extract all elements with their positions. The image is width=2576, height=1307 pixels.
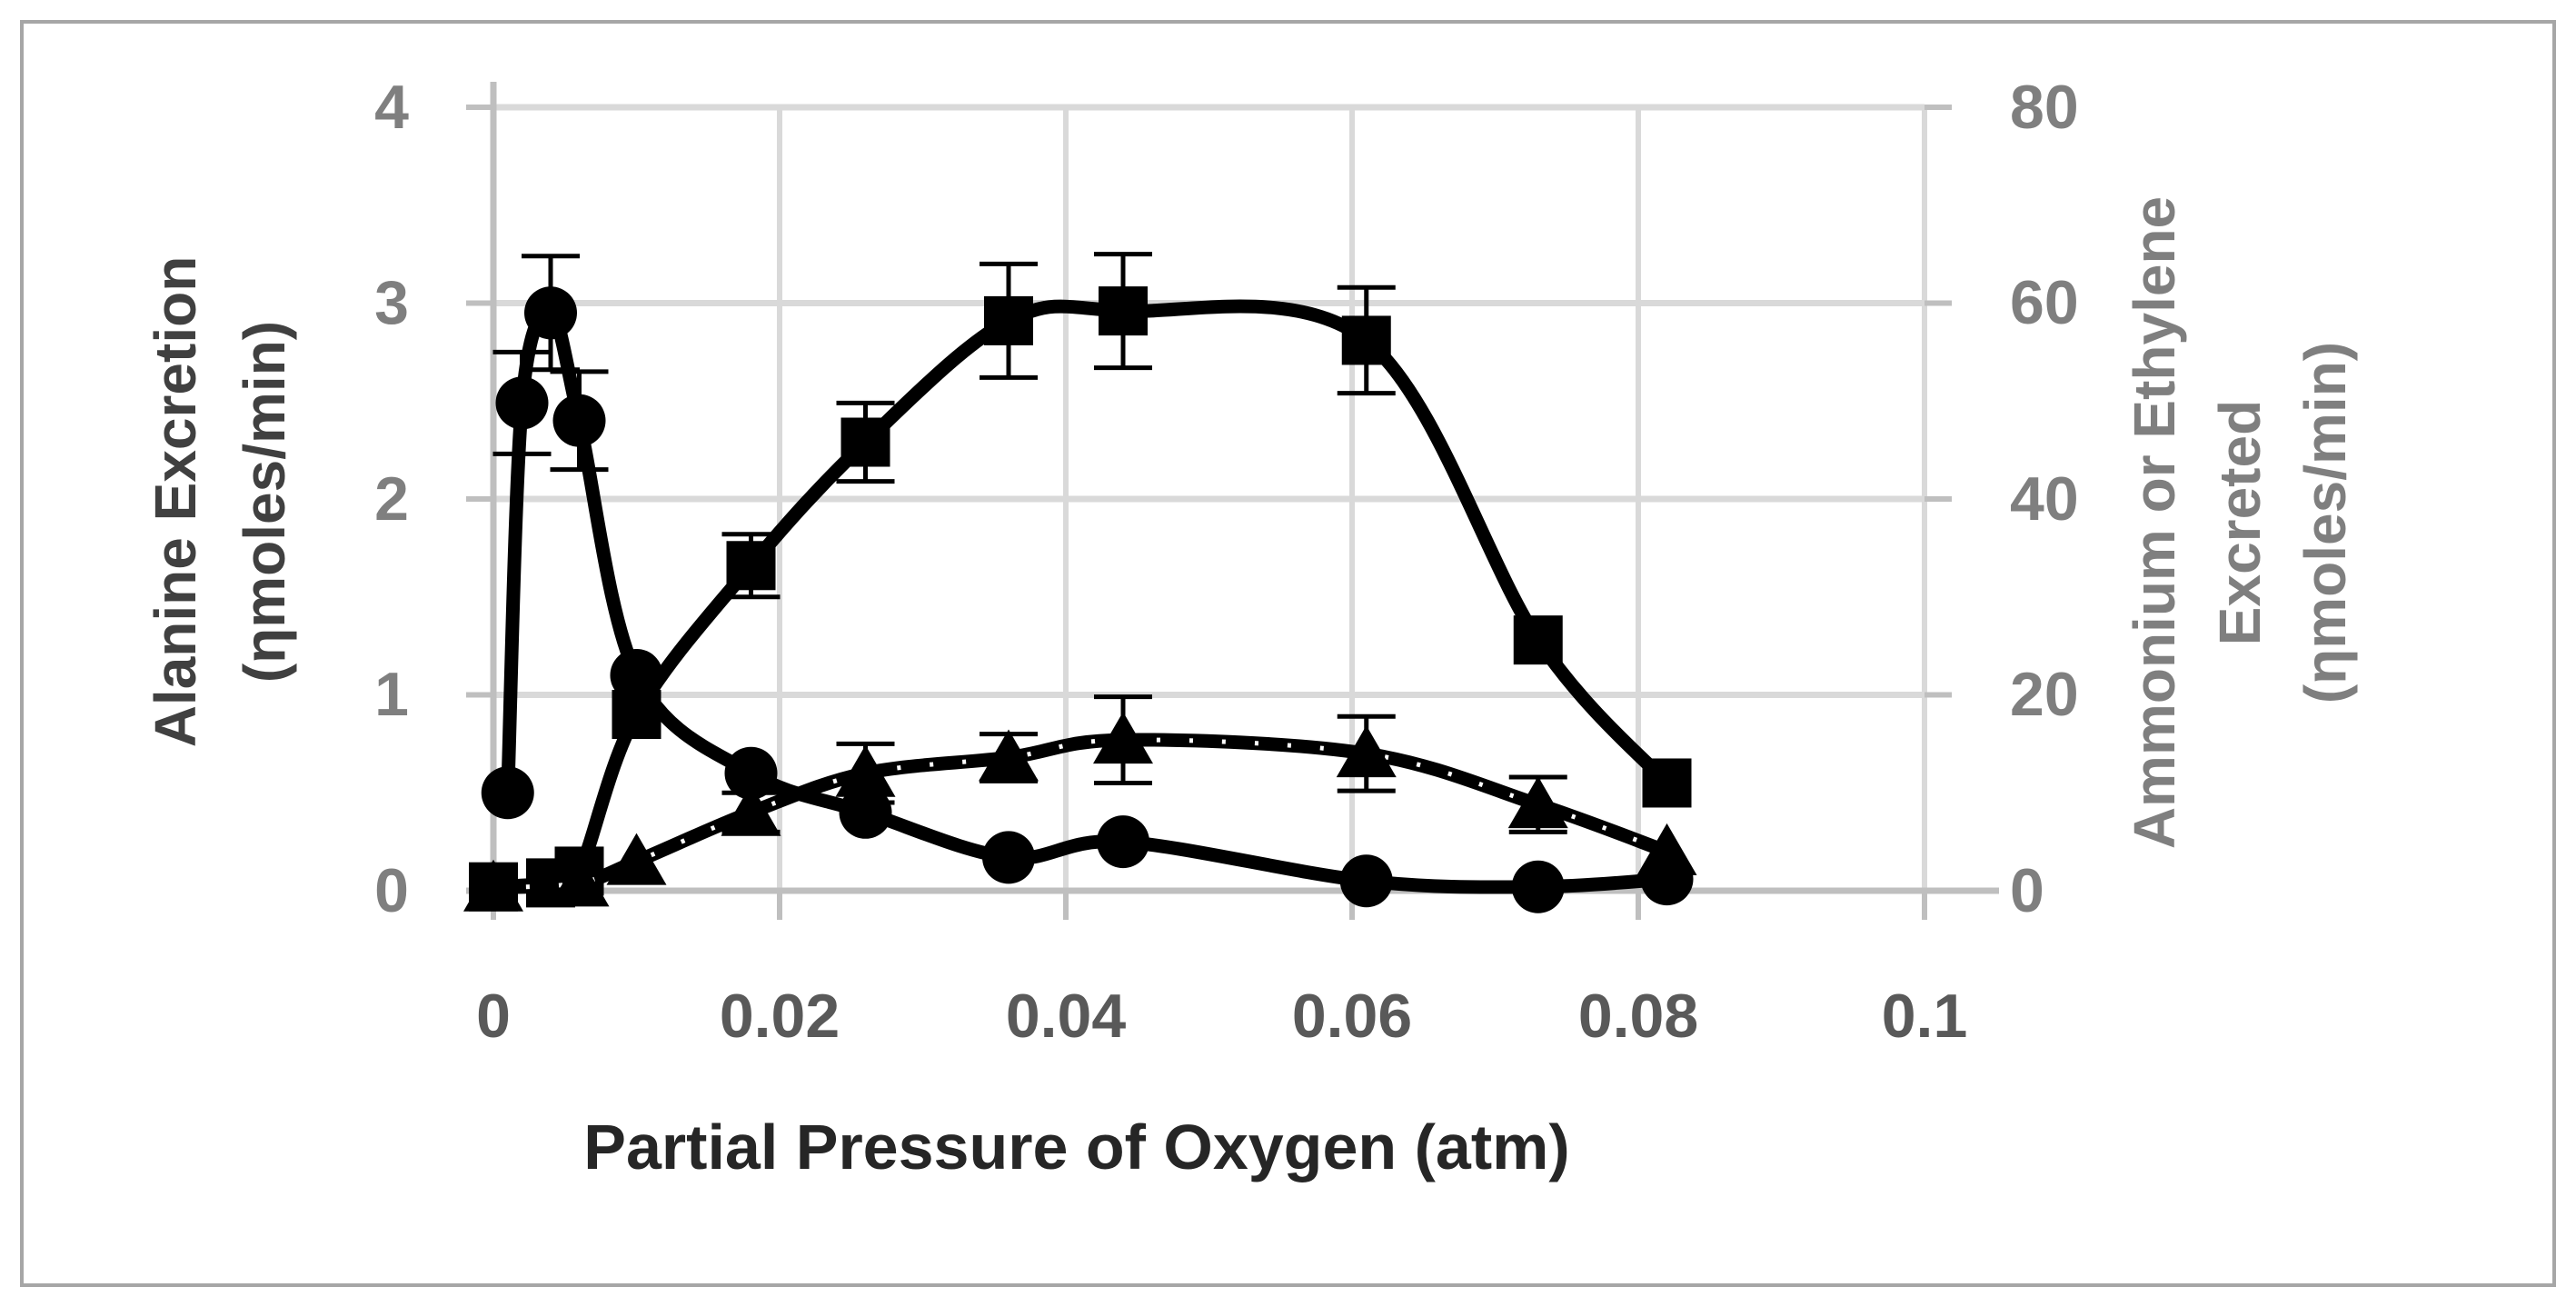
- data-point-square: [1341, 315, 1391, 365]
- data-point-circle: [839, 785, 892, 839]
- left-axis-tick-label: 3: [374, 268, 409, 337]
- data-point-triangle: [549, 854, 610, 907]
- x-axis-tick-label: 0.08: [1577, 982, 1699, 1051]
- data-point-circle: [724, 746, 778, 800]
- data-point-triangle: [606, 833, 667, 885]
- data-point-square: [1099, 286, 1148, 336]
- series-line-speckle-triangle: [492, 737, 1668, 891]
- data-point-triangle: [463, 859, 523, 912]
- right-axis-title-line: (ηmoles/min): [2293, 341, 2358, 704]
- data-point-square: [726, 541, 776, 591]
- data-point-square: [1642, 758, 1692, 808]
- right-axis-tick-label: 0: [2010, 856, 2044, 925]
- right-axis-tick-label: 20: [2010, 660, 2079, 729]
- left-axis-tick-label: 2: [374, 464, 409, 534]
- right-axis-title: Ammonium or Ethylene Excreted (ηmoles/mi…: [2112, 196, 2368, 849]
- data-point-circle: [1339, 854, 1393, 908]
- x-axis-tick-label: 0.1: [1881, 982, 1968, 1051]
- data-point-square: [984, 295, 1033, 345]
- data-point-circle: [982, 831, 1035, 884]
- right-axis-title-line: Excreted: [2207, 399, 2273, 646]
- right-axis-tick-label: 80: [2010, 73, 2079, 142]
- left-axis-title: Alanine Excretion (ηmoles/min): [131, 256, 309, 748]
- data-point-circle: [1097, 815, 1149, 869]
- right-axis-tick-label: 40: [2010, 464, 2079, 534]
- data-point-triangle: [1336, 725, 1397, 778]
- data-point-triangle: [1507, 776, 1568, 829]
- data-point-triangle: [835, 744, 896, 797]
- x-axis-tick-label: 0.04: [1005, 982, 1127, 1051]
- data-point-triangle: [1093, 712, 1153, 764]
- right-axis-title-line: Ammonium or Ethylene: [2122, 195, 2187, 850]
- left-axis-title-line: (ηmoles/min): [232, 320, 297, 683]
- x-axis-tick-label: 0.06: [1291, 982, 1413, 1051]
- data-point-triangle: [979, 729, 1039, 782]
- x-axis-tick-label: 0: [476, 982, 511, 1051]
- x-axis-title: Partial Pressure of Oxygen (atm): [583, 1112, 1570, 1182]
- data-point-circle: [552, 394, 606, 447]
- left-axis-title-line: Alanine Excretion: [143, 255, 208, 748]
- x-axis-tick-label: 0.02: [719, 982, 840, 1051]
- series-line-square: [486, 299, 1674, 894]
- series-line-circle: [501, 305, 1674, 894]
- data-point-circle: [1640, 853, 1694, 906]
- data-point-circle: [495, 376, 549, 430]
- data-point-circle: [481, 766, 534, 820]
- left-axis-tick-label: 1: [374, 660, 409, 729]
- data-point-square: [840, 417, 890, 467]
- data-point-circle: [524, 286, 577, 340]
- series-line-triangle: [486, 733, 1674, 895]
- right-axis-tick-label: 60: [2010, 268, 2079, 337]
- left-axis-tick-label: 0: [374, 856, 409, 925]
- data-point-square: [1513, 615, 1563, 665]
- data-point-circle: [1511, 860, 1565, 913]
- chart-frame: [20, 20, 2556, 1287]
- left-axis-tick-label: 4: [374, 73, 409, 142]
- data-point-circle: [610, 648, 663, 702]
- data-point-triangle: [721, 783, 781, 836]
